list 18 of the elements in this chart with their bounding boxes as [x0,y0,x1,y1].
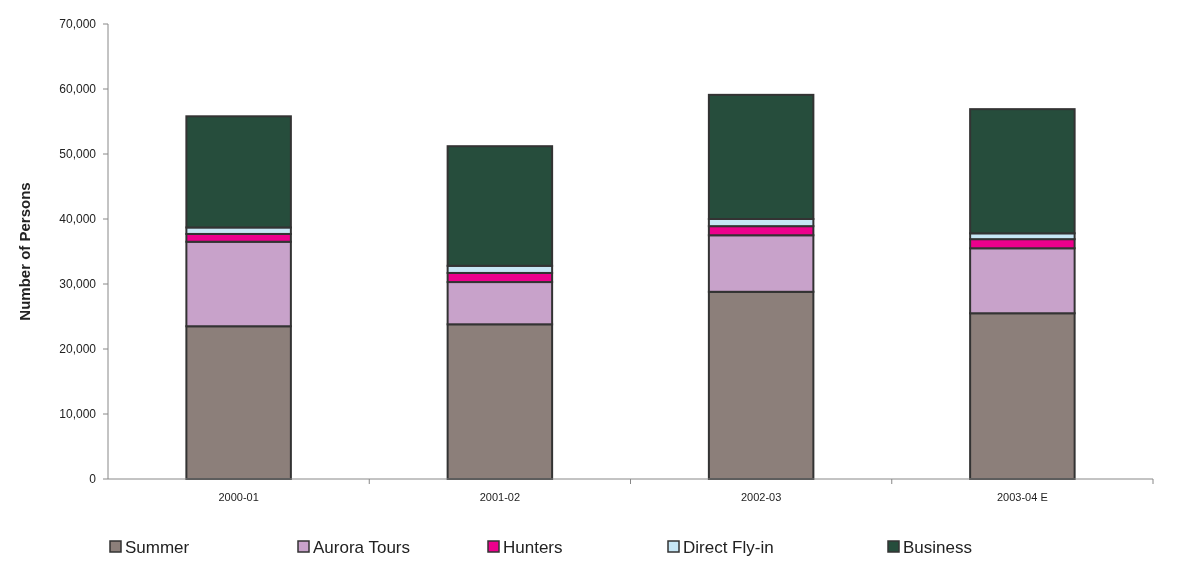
x-tick-label: 2002-03 [740,491,782,503]
y-tick-label: 0 [89,472,97,487]
y-tick-label: 50,000 [59,147,97,162]
legend-label: Business [903,537,972,557]
y-axis-title: Number of Persons [16,182,33,321]
x-tick-label: 2000-01 [218,491,259,503]
legend-label: Direct Fly-in [683,537,774,557]
y-tick-label: 40,000 [59,212,97,227]
y-tick-label: 10,000 [59,407,97,422]
legend-label: Aurora Tours [313,537,411,557]
y-tick-label: 30,000 [59,277,97,292]
y-tick-label: 20,000 [59,342,97,357]
legend-label: Hunters [503,537,563,557]
legend-label: Summer [125,537,190,557]
y-tick-label: 70,000 [59,17,97,32]
y-tick-label: 60,000 [59,82,97,97]
x-tick-label: 2003-04 E [996,491,1048,503]
x-tick-label: 2001-02 [479,491,521,503]
